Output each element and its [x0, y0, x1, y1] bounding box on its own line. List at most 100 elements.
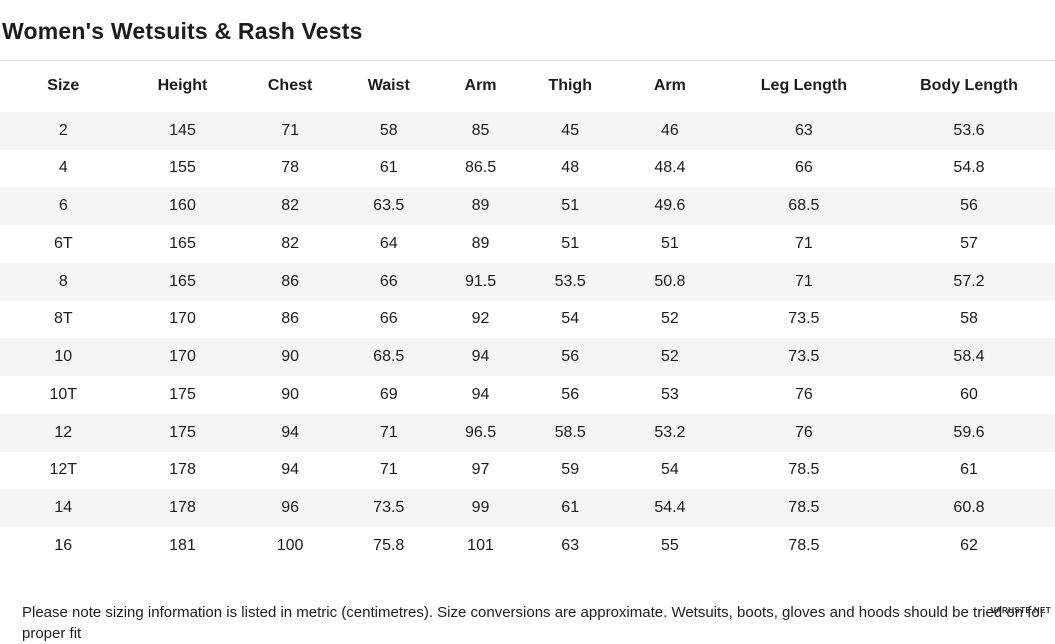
- table-cell: 60: [960, 385, 978, 403]
- table-cell: 178: [169, 499, 196, 517]
- table-cell: 71: [794, 272, 813, 290]
- table-cell: 53.6: [953, 121, 985, 139]
- table-cell: 52: [660, 348, 679, 366]
- table-cell: 64: [379, 234, 398, 252]
- table-cell: 89: [471, 234, 490, 252]
- column-header: Thigh: [548, 77, 592, 95]
- size-cell: 4: [58, 159, 68, 177]
- table-cell: 48.4: [654, 159, 686, 177]
- table-cell: 68.5: [373, 348, 405, 366]
- table-cell: 54.8: [953, 159, 985, 177]
- table-cell: 71: [379, 423, 398, 441]
- table-cell: 50.8: [654, 272, 686, 290]
- size-cell: 8T: [53, 310, 73, 328]
- table-cell: 78.5: [788, 536, 820, 554]
- size-cell: 8: [58, 272, 68, 290]
- table-cell: 45: [561, 121, 580, 139]
- table-row: 14 178 96 73.5 99 61 54.4 78.5 60.8: [0, 489, 1055, 528]
- column-header: Arm: [464, 77, 497, 95]
- size-cell: 10T: [49, 385, 78, 403]
- table-cell: 66: [794, 159, 813, 177]
- table-cell: 66: [379, 310, 398, 328]
- column-header: Size: [47, 77, 80, 95]
- table-cell: 71: [379, 461, 398, 479]
- table-cell: 175: [169, 423, 196, 441]
- table-cell: 86: [281, 310, 299, 328]
- table-cell: 97: [471, 461, 490, 479]
- table-cell: 59: [561, 461, 580, 479]
- table-row: 10 170 90 68.5 94 56 52 73.5 58.4: [0, 338, 1055, 377]
- table-cell: 94: [471, 348, 490, 366]
- table-cell: 52: [660, 310, 679, 328]
- table-cell: 55: [660, 536, 679, 554]
- table-cell: 54: [660, 461, 679, 479]
- table-row: 12T 178 94 71 97 59 54 78.5 61: [0, 451, 1055, 490]
- page-header: Women's Wetsuits & Rash Vests: [0, 15, 1055, 61]
- column-header: Chest: [267, 77, 313, 95]
- table-cell: 73.5: [788, 310, 820, 328]
- table-cell: 51: [660, 234, 679, 252]
- table-cell: 57: [960, 234, 978, 252]
- table-cell: 85: [471, 121, 490, 139]
- table-cell: 51: [561, 197, 580, 215]
- size-cell: 10: [54, 348, 73, 366]
- table-cell: 90: [281, 385, 299, 403]
- table-cell: 71: [794, 234, 813, 252]
- table-cell: 165: [169, 272, 196, 290]
- column-header: Height: [157, 77, 208, 95]
- table-row: 8 165 86 66 91.5 53.5 50.8 71 57.2: [0, 262, 1055, 301]
- table-cell: 46: [660, 121, 679, 139]
- table-cell: 86.5: [464, 159, 497, 177]
- size-chart-table: Size Height Chest Waist Arm Thigh Arm Leg Lengt…: [0, 61, 1055, 565]
- table-cell: 56: [561, 348, 580, 366]
- table-cell: 94: [281, 423, 299, 441]
- table-cell: 59.6: [953, 423, 985, 441]
- size-cell: 16: [54, 536, 73, 554]
- table-row: 16 181 100 75.8 101 63 55 78.5 62: [0, 527, 1055, 565]
- table-cell: 68.5: [788, 197, 820, 215]
- table-cell: 61: [561, 499, 580, 517]
- table-cell: 58: [379, 121, 398, 139]
- size-table-head-row: Size Height Chest Waist Arm Thigh Arm Leg Lengt…: [0, 61, 1055, 112]
- table-cell: 62: [960, 536, 978, 554]
- table-cell: 53: [660, 385, 679, 403]
- table-cell: 92: [471, 310, 490, 328]
- table-row: 8T 170 86 66 92 54 52 73.5 58: [0, 300, 1055, 339]
- column-header: Arm: [653, 77, 686, 95]
- table-row: 2 145 71 58 85 45 46 63 53.6: [0, 111, 1055, 150]
- table-cell: 90: [281, 348, 299, 366]
- table-cell: 66: [379, 272, 398, 290]
- table-cell: 99: [471, 499, 490, 517]
- table-cell: 73.5: [373, 499, 405, 517]
- table-cell: 63.5: [373, 197, 405, 215]
- table-cell: 71: [281, 121, 299, 139]
- table-cell: 58: [960, 310, 978, 328]
- table-cell: 78: [281, 159, 299, 177]
- table-cell: 181: [169, 536, 196, 554]
- table-cell: 63: [794, 121, 813, 139]
- table-cell: 73.5: [788, 348, 820, 366]
- table-cell: 91.5: [464, 272, 497, 290]
- watermark: VARUSTE.NET: [990, 606, 1051, 616]
- table-cell: 69: [379, 385, 398, 403]
- table-cell: 53.2: [654, 423, 686, 441]
- table-cell: 57.2: [953, 272, 985, 290]
- size-cell: 14: [54, 499, 73, 517]
- table-cell: 155: [169, 159, 196, 177]
- title-divider: [0, 59, 1055, 61]
- table-cell: 89: [471, 197, 490, 215]
- size-cell: 12T: [49, 461, 78, 479]
- table-cell: 170: [169, 348, 196, 366]
- table-cell: 58.4: [953, 348, 985, 366]
- table-row: 10T 175 90 69 94 56 53 76 60: [0, 376, 1055, 414]
- table-cell: 61: [379, 159, 398, 177]
- table-cell: 165: [169, 234, 196, 252]
- table-cell: 76: [794, 385, 813, 403]
- size-table-head: Size Height Chest Waist Arm Thigh Arm Leg Lengt…: [0, 61, 1055, 112]
- table-cell: 63: [561, 536, 580, 554]
- table-cell: 48: [561, 159, 580, 177]
- page-title: Women's Wetsuits & Rash Vests: [2, 18, 363, 45]
- sizing-footnote: Please note sizing information is listed…: [22, 603, 1045, 642]
- table-cell: 49.6: [654, 197, 686, 215]
- table-cell: 78.5: [788, 461, 820, 479]
